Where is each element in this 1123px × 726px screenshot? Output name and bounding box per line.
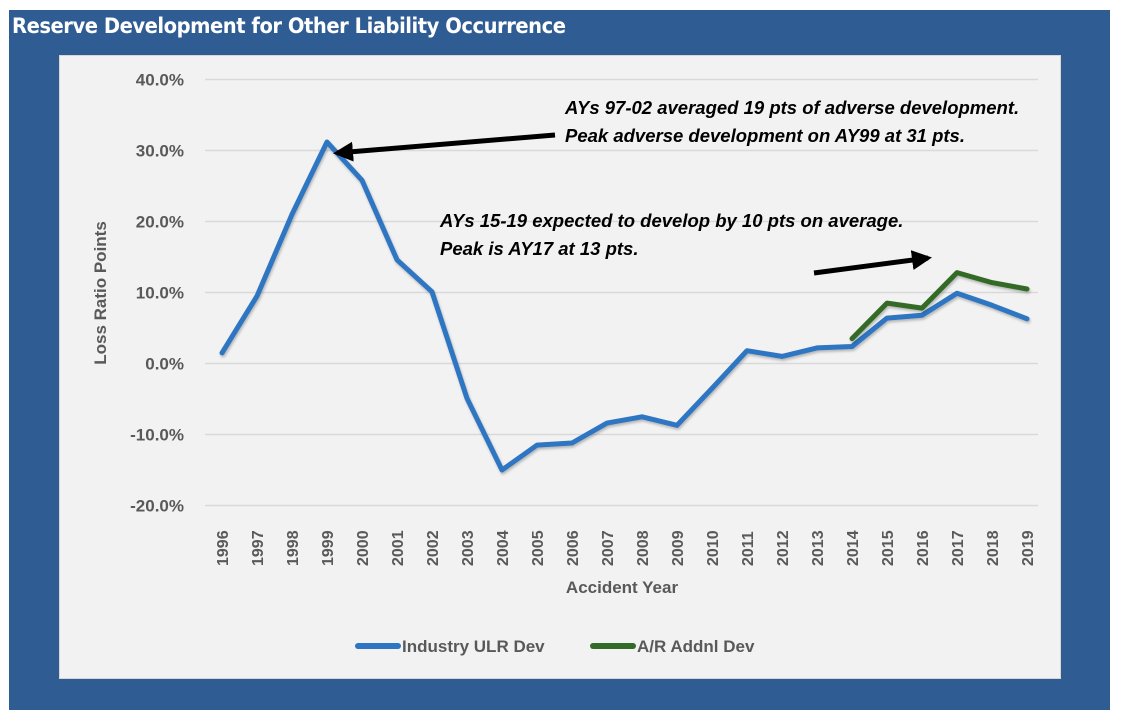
y-tick-label: 0.0% [145, 355, 184, 374]
data-point-industry-1996 [219, 350, 225, 356]
data-point-industry-2005 [534, 442, 540, 448]
y-tick-label: 10.0% [136, 284, 184, 303]
data-point-industry-2001 [394, 257, 400, 263]
x-tick-label: 2001 [390, 530, 407, 566]
annotation-2-line-1: AYs 15-19 expected to develop by 10 pts … [439, 210, 903, 231]
data-point-industry-2007 [604, 420, 610, 426]
y-axis-ticks: 40.0% 30.0% 20.0% 10.0% 0.0% -10.0% -20.0% [130, 71, 184, 516]
chart-title: Reserve Development for Other Liability … [12, 14, 566, 38]
x-tick-label: 2008 [635, 530, 652, 566]
x-tick-label: 1996 [215, 530, 232, 566]
data-point-industry-2011 [744, 348, 750, 354]
x-tick-label: 2004 [495, 530, 512, 566]
data-point-industry-2016 [919, 312, 925, 318]
annotation-2-line-2: Peak is AY17 at 13 pts. [440, 238, 638, 259]
data-point-industry-1998 [289, 211, 295, 217]
y-tick-label: 40.0% [136, 71, 184, 90]
data-point-industry-1997 [254, 293, 260, 299]
x-tick-label: 2019 [1020, 530, 1037, 566]
data-point-industry-2018 [989, 302, 995, 308]
data-point-industry-2010 [709, 385, 715, 391]
data-point-industry-2017 [954, 290, 960, 296]
x-tick-label: 2011 [740, 531, 757, 566]
data-point-industry-2014 [849, 343, 855, 349]
data-point-industry-1999 [324, 139, 330, 145]
y-tick-label: 20.0% [136, 213, 184, 232]
data-point-industry-2019 [1024, 316, 1030, 322]
annotation-arrow-peak [333, 132, 556, 162]
x-tick-label: 2013 [810, 530, 827, 566]
data-point-industry-2009 [674, 422, 680, 428]
x-tick-label: 2012 [775, 530, 792, 566]
data-point-industry-2004 [499, 467, 505, 473]
annotation-1-line-1: AYs 97-02 averaged 19 pts of adverse dev… [564, 97, 1019, 118]
data-point-ar-2019 [1024, 286, 1030, 292]
annotations: AYs 97-02 averaged 19 pts of adverse dev… [333, 97, 1019, 276]
x-tick-label: 2018 [985, 530, 1002, 566]
x-tick-label: 1998 [285, 530, 302, 566]
data-point-ar-2018 [989, 280, 995, 286]
x-tick-label: 2017 [950, 530, 967, 566]
y-tick-label: -20.0% [130, 497, 184, 516]
data-point-ar-2017 [954, 270, 960, 276]
x-tick-label: 2014 [845, 530, 862, 566]
data-point-industry-2015 [884, 315, 890, 321]
x-tick-label: 2015 [880, 530, 897, 566]
data-point-ar-2015 [884, 300, 890, 306]
data-point-industry-2008 [639, 414, 645, 420]
x-tick-label: 1997 [250, 530, 267, 566]
x-tick-label: 2000 [355, 530, 372, 566]
data-point-industry-2006 [569, 440, 575, 446]
chart-panel [59, 55, 1061, 679]
x-tick-label: 2003 [460, 530, 477, 566]
series-line-industry [219, 139, 1030, 473]
legend-item-industry[interactable]: Industry ULR Dev [355, 637, 545, 656]
x-tick-label: 2007 [600, 530, 617, 566]
annotation-1-line-2: Peak adverse development on AY99 at 31 p… [565, 125, 965, 146]
series-line-ar [849, 270, 1030, 342]
data-point-ar-2016 [919, 305, 925, 311]
legend-item-ar[interactable]: A/R Addnl Dev [590, 637, 755, 656]
data-point-industry-2002 [429, 289, 435, 295]
y-axis-label: Loss Ratio Points [91, 221, 110, 365]
data-point-ar-2014 [849, 336, 855, 342]
data-point-industry-2012 [779, 353, 785, 359]
x-tick-label: 2006 [565, 530, 582, 566]
x-tick-label: 2005 [530, 530, 547, 566]
y-tick-label: 30.0% [136, 142, 184, 161]
x-tick-label: 2016 [915, 530, 932, 566]
x-tick-label: 2009 [670, 530, 687, 566]
data-point-industry-2013 [814, 345, 820, 351]
legend-label-ar: A/R Addnl Dev [637, 637, 755, 656]
x-axis-label: Accident Year [566, 578, 679, 597]
annotation-arrow-recent [813, 250, 932, 276]
series-lines [219, 139, 1030, 473]
x-axis-ticks: 1996 1997 1998 1999 2000 2001 2002 2003 2004 2005… [215, 530, 1037, 566]
legend-label-industry: Industry ULR Dev [402, 637, 545, 656]
y-tick-label: -10.0% [130, 426, 184, 445]
data-point-industry-2000 [359, 177, 365, 183]
x-tick-label: 2010 [705, 530, 722, 566]
legend: Industry ULR Dev A/R Addnl Dev [355, 637, 755, 656]
x-tick-label: 2002 [425, 530, 442, 566]
x-tick-label: 1999 [320, 530, 337, 566]
data-point-industry-2003 [464, 395, 470, 401]
